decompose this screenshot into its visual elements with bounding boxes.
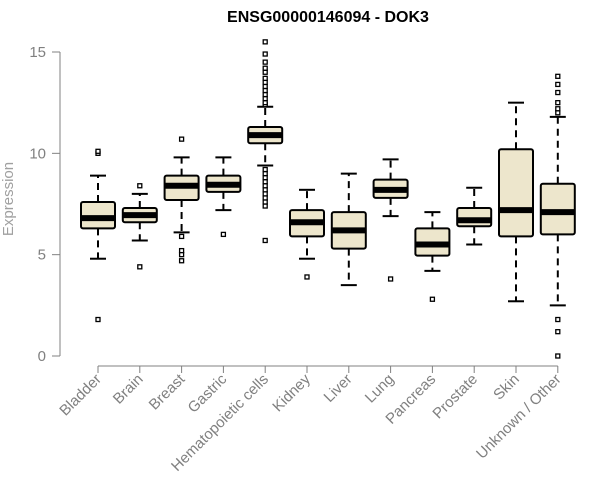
box-group [247, 39, 284, 244]
outlier-point [262, 183, 268, 189]
outlier-point [137, 183, 143, 189]
box-group [372, 158, 409, 282]
outlier-point [262, 175, 268, 181]
box-iqr [80, 200, 116, 230]
box-iqr [539, 182, 576, 236]
box-iqr [456, 207, 493, 228]
x-tick-label: Brain [110, 371, 147, 408]
outlier-point [178, 136, 185, 142]
outlier-point [178, 233, 185, 240]
outlier-point [262, 65, 268, 71]
y-tick-label: 15 [29, 44, 46, 61]
outlier-point [429, 296, 436, 302]
outlier-point [262, 59, 268, 65]
outlier-point [555, 316, 561, 323]
box-group [498, 101, 534, 303]
outlier-point [555, 89, 561, 96]
outlier-point [262, 75, 268, 81]
outlier-point [262, 179, 268, 185]
box-group [539, 73, 576, 359]
x-tick-label: Liver [321, 371, 356, 406]
outlier-point [262, 95, 268, 102]
x-tick-label: Lung [362, 371, 398, 407]
box-group [456, 186, 493, 246]
y-tick-label: 5 [38, 247, 46, 264]
outlier-point [555, 81, 561, 88]
outlier-point [262, 91, 268, 98]
outlier-point [555, 106, 561, 112]
outlier-point [555, 100, 561, 106]
box-iqr [498, 148, 534, 238]
outlier-point [262, 83, 268, 90]
box-group [289, 188, 325, 280]
outlier-point [555, 353, 561, 359]
outlier-point [555, 73, 561, 79]
y-tick-label: 10 [29, 145, 46, 162]
outlier-point [555, 110, 561, 116]
outlier-point [262, 237, 268, 244]
outlier-point [262, 79, 268, 86]
outlier-point [262, 39, 268, 45]
outlier-point [220, 231, 227, 238]
box-group [414, 211, 451, 302]
outlier-point [262, 195, 268, 201]
outlier-point [178, 247, 185, 254]
outlier-point [262, 166, 268, 173]
boxes-layer [80, 39, 576, 359]
outlier-point [262, 51, 268, 57]
x-tick-label: Skin [490, 371, 523, 404]
outlier-point [262, 170, 268, 177]
outlier-point [262, 87, 268, 94]
outlier-point [262, 199, 268, 205]
outlier-point [262, 100, 268, 106]
outlier-point [262, 191, 268, 197]
y-tick-label: 0 [38, 348, 46, 365]
x-tick-label: Breast [146, 370, 189, 413]
outlier-point [387, 276, 394, 282]
y-axis-label: Expression [0, 162, 17, 236]
chart-title: ENSG00000146094 - DOK3 [227, 9, 429, 26]
outlier-point [262, 203, 268, 209]
outlier-point [95, 316, 101, 323]
outlier-point [555, 329, 561, 335]
x-tick-label: Prostate [429, 371, 481, 423]
outlier-point [95, 148, 101, 154]
y-axis: 0 5 10 15 [29, 44, 61, 365]
outlier-point [262, 69, 268, 75]
outlier-point [178, 258, 185, 264]
outlier-point [178, 252, 185, 258]
box-group [80, 148, 116, 323]
box-group [205, 156, 242, 238]
outlier-point [137, 264, 143, 270]
box-group [330, 172, 367, 287]
outlier-point [304, 274, 310, 280]
outlier-point [262, 187, 268, 193]
x-tick-label: Kidney [269, 370, 314, 415]
box-group [163, 136, 200, 264]
box-group [121, 183, 158, 270]
x-tick-label: Bladder [56, 371, 105, 420]
